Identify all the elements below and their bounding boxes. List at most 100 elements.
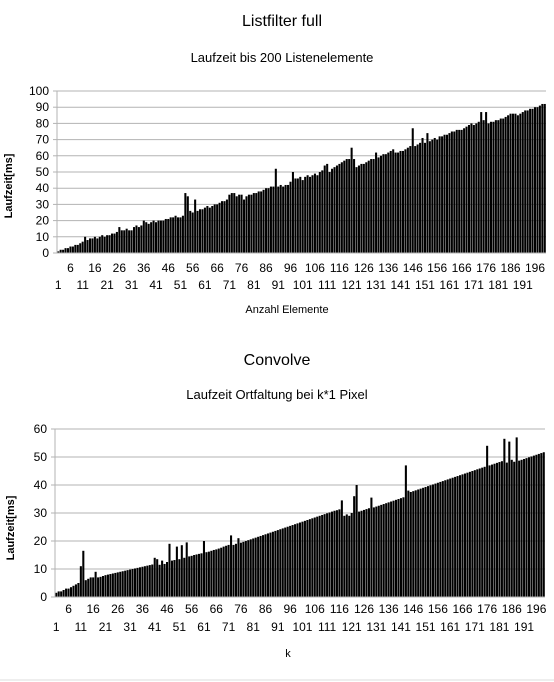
bar: [223, 547, 225, 597]
bar: [324, 514, 326, 597]
x-tick-label: 191: [513, 278, 533, 292]
bar: [95, 572, 97, 597]
bar: [486, 446, 488, 597]
bar: [521, 460, 523, 597]
bar: [492, 122, 494, 253]
bar: [333, 167, 335, 253]
bar: [200, 553, 202, 597]
x-tick-label: 111: [318, 620, 337, 634]
bar: [63, 590, 65, 597]
bar: [329, 172, 331, 253]
bar: [534, 107, 536, 253]
y-tick-labels: 0102030405060: [34, 422, 48, 604]
x-tick-label: 1: [53, 620, 60, 634]
bar: [395, 500, 397, 597]
x-tick-labels: 1611162126313641465156616671768186919610…: [55, 261, 545, 292]
bar: [109, 235, 111, 253]
x-tick-label: 121: [342, 620, 362, 634]
bar: [146, 566, 148, 597]
x-tick-label: 86: [259, 261, 273, 275]
x-tick-label: 61: [197, 620, 211, 634]
chart-convolve: Convolve Laufzeit Ortfaltung bei k*1 Pix…: [5, 352, 547, 660]
bar: [132, 569, 134, 597]
bar: [481, 468, 483, 597]
bar: [107, 575, 109, 597]
bar: [324, 166, 326, 253]
x-tick-label: 186: [502, 602, 522, 616]
bar: [319, 172, 321, 253]
bar: [540, 453, 542, 597]
bar: [388, 502, 390, 597]
bar: [245, 196, 247, 253]
bar: [434, 484, 436, 597]
y-tick-label: 20: [34, 534, 48, 548]
bar: [446, 135, 448, 253]
x-tick-label: 46: [160, 602, 174, 616]
bar: [181, 545, 183, 597]
bar: [422, 138, 424, 253]
bar: [153, 221, 155, 253]
bar: [351, 513, 353, 597]
bar: [432, 484, 434, 597]
bar: [407, 491, 409, 597]
bar: [55, 593, 57, 597]
bar: [65, 248, 67, 253]
bar: [196, 554, 198, 597]
x-tick-label: 196: [525, 261, 545, 275]
bar: [329, 512, 331, 597]
y-tick-label: 40: [34, 478, 48, 492]
bar: [422, 488, 424, 597]
bar: [346, 514, 348, 597]
bar: [201, 209, 203, 253]
bar: [409, 146, 411, 253]
bar: [144, 566, 146, 597]
bar: [165, 219, 167, 253]
x-tick-label: 116: [330, 602, 349, 616]
bar: [233, 193, 235, 253]
bar: [341, 162, 343, 253]
bar: [522, 112, 524, 253]
bar: [439, 136, 441, 253]
bar: [220, 548, 222, 597]
bar: [289, 526, 291, 597]
bar: [461, 130, 463, 253]
y-tick-label: 60: [34, 422, 48, 436]
bar: [160, 221, 162, 253]
x-tick-labels: 1611162126313641465156616671768186919610…: [53, 602, 547, 634]
bar: [508, 442, 510, 597]
bar: [176, 547, 178, 597]
bar: [297, 523, 299, 597]
bar: [375, 153, 377, 253]
bar: [294, 178, 296, 253]
bar: [506, 463, 508, 597]
bar: [363, 164, 365, 253]
bar: [219, 203, 221, 253]
bar: [228, 195, 230, 253]
bar: [198, 554, 200, 597]
bar: [348, 159, 350, 253]
bar: [277, 187, 279, 253]
bar: [162, 221, 164, 253]
x-tick-label: 186: [501, 261, 521, 275]
bar: [331, 169, 333, 253]
bar: [470, 123, 472, 253]
bar: [355, 167, 357, 253]
y-tick-label: 10: [34, 562, 48, 576]
chart-title: Listfilter full: [242, 13, 322, 30]
bar: [188, 556, 190, 597]
x-tick-label: 11: [76, 278, 89, 292]
chart-subtitle: Laufzeit bis 200 Listenelemente: [191, 50, 374, 65]
x-tick-label: 36: [136, 602, 150, 616]
bar: [82, 242, 84, 253]
bar: [528, 457, 530, 597]
bar: [434, 138, 436, 253]
x-tick-label: 111: [318, 278, 337, 292]
bar: [544, 104, 546, 253]
bar: [497, 120, 499, 253]
bar: [209, 208, 211, 253]
bar: [214, 204, 216, 253]
x-tick-label: 51: [173, 620, 187, 634]
bar: [309, 177, 311, 253]
x-tick-label: 21: [99, 620, 113, 634]
bar: [353, 159, 355, 253]
